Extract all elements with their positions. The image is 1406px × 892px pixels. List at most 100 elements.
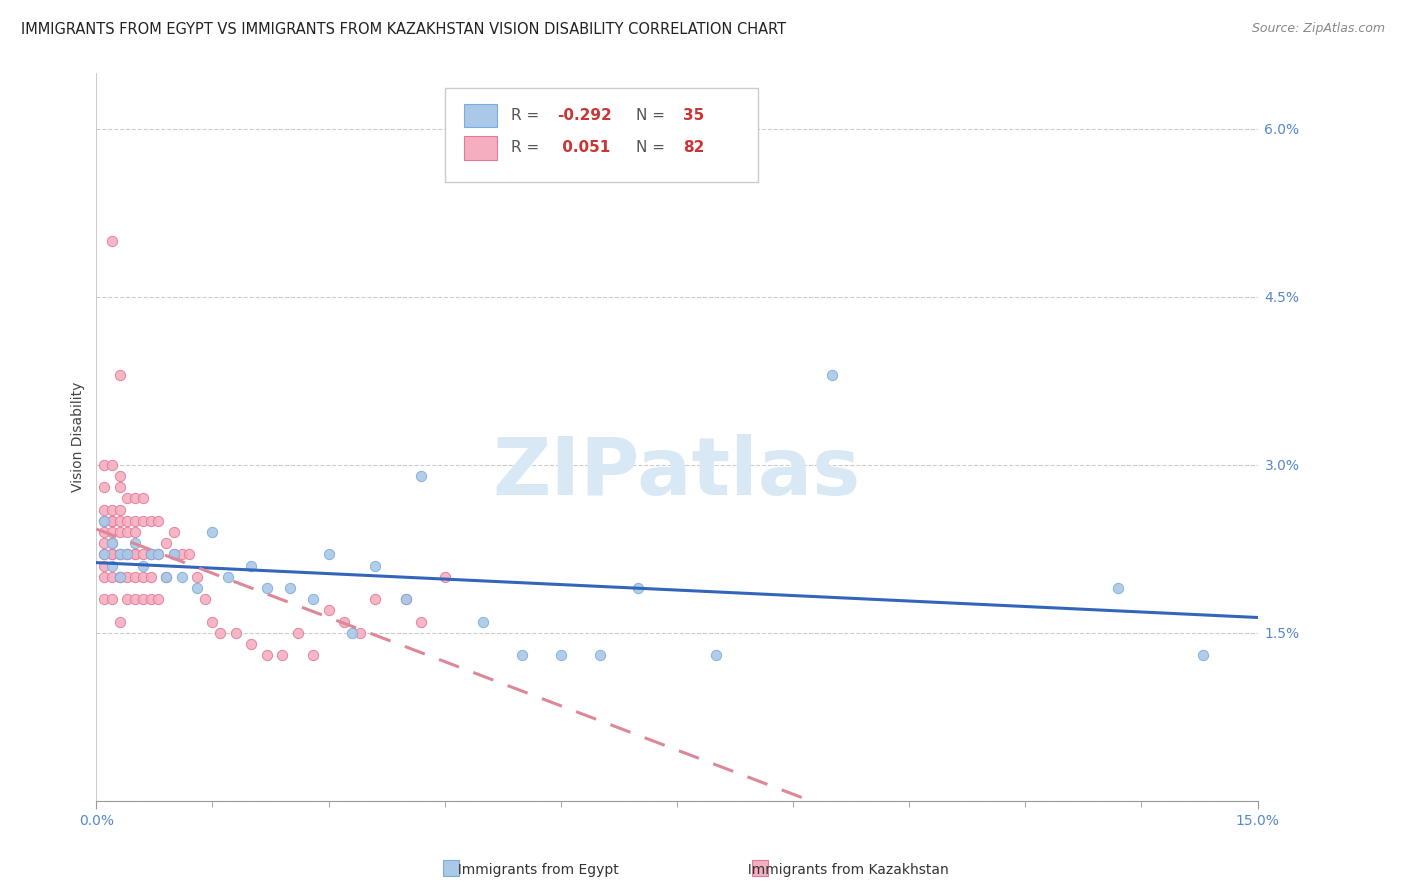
Point	[139, 548, 162, 562]
Point	[101, 592, 124, 607]
Text: Immigrants from Kazakhstan: Immigrants from Kazakhstan	[738, 863, 949, 877]
Point	[93, 524, 115, 539]
Point	[550, 648, 572, 663]
Text: ZIPatlas: ZIPatlas	[494, 434, 860, 512]
Point	[364, 558, 387, 573]
Point	[148, 514, 170, 528]
Point	[472, 615, 495, 629]
Point	[225, 625, 247, 640]
Point	[179, 548, 201, 562]
Point	[101, 548, 124, 562]
Point	[318, 603, 340, 617]
FancyBboxPatch shape	[464, 136, 496, 160]
Point	[93, 480, 115, 494]
Point	[101, 536, 124, 550]
Point	[132, 570, 155, 584]
Point	[93, 570, 115, 584]
Point	[108, 548, 131, 562]
FancyBboxPatch shape	[443, 860, 458, 876]
Point	[217, 570, 239, 584]
Point	[163, 548, 186, 562]
Point	[194, 592, 217, 607]
Point	[821, 368, 844, 383]
Point	[124, 548, 146, 562]
Point	[93, 502, 115, 516]
Point	[395, 592, 418, 607]
Text: 0.051: 0.051	[557, 140, 610, 155]
Point	[117, 524, 139, 539]
Point	[240, 558, 263, 573]
Point	[132, 514, 155, 528]
Point	[117, 592, 139, 607]
FancyBboxPatch shape	[752, 860, 768, 876]
Point	[163, 548, 186, 562]
Point	[124, 536, 146, 550]
Point	[186, 570, 208, 584]
Point	[395, 592, 418, 607]
Text: R =: R =	[510, 140, 538, 155]
Point	[117, 514, 139, 528]
Text: 35: 35	[683, 108, 704, 123]
Point	[124, 592, 146, 607]
Point	[139, 514, 162, 528]
Text: N =: N =	[637, 140, 665, 155]
Text: Source: ZipAtlas.com: Source: ZipAtlas.com	[1251, 22, 1385, 36]
Point	[93, 514, 115, 528]
Point	[101, 548, 124, 562]
Point	[108, 570, 131, 584]
Y-axis label: Vision Disability: Vision Disability	[72, 382, 86, 492]
Point	[101, 536, 124, 550]
Point	[124, 514, 146, 528]
Point	[256, 648, 278, 663]
Point	[1192, 648, 1215, 663]
Point	[108, 548, 131, 562]
Point	[340, 625, 363, 640]
Text: Immigrants from Egypt: Immigrants from Egypt	[450, 863, 619, 877]
Point	[117, 570, 139, 584]
Point	[101, 514, 124, 528]
Point	[163, 524, 186, 539]
Point	[108, 514, 131, 528]
Point	[209, 625, 232, 640]
Point	[627, 581, 650, 595]
Text: IMMIGRANTS FROM EGYPT VS IMMIGRANTS FROM KAZAKHSTAN VISION DISABILITY CORRELATIO: IMMIGRANTS FROM EGYPT VS IMMIGRANTS FROM…	[21, 22, 786, 37]
Point	[93, 548, 115, 562]
Point	[411, 615, 433, 629]
Point	[124, 548, 146, 562]
Point	[124, 524, 146, 539]
Point	[148, 548, 170, 562]
Point	[170, 548, 193, 562]
Point	[101, 234, 124, 248]
Point	[704, 648, 727, 663]
Point	[124, 491, 146, 506]
Point	[108, 469, 131, 483]
Point	[101, 570, 124, 584]
Point	[139, 548, 162, 562]
Text: N =: N =	[637, 108, 665, 123]
Point	[132, 491, 155, 506]
Point	[186, 581, 208, 595]
Point	[155, 536, 177, 550]
Point	[132, 548, 155, 562]
Point	[117, 491, 139, 506]
Point	[139, 592, 162, 607]
Point	[155, 570, 177, 584]
Point	[433, 570, 456, 584]
Point	[333, 615, 356, 629]
Point	[302, 592, 325, 607]
Point	[101, 558, 124, 573]
Point	[201, 524, 224, 539]
Point	[124, 570, 146, 584]
Point	[93, 592, 115, 607]
Point	[510, 648, 533, 663]
Point	[108, 570, 131, 584]
Point	[256, 581, 278, 595]
Point	[101, 514, 124, 528]
Point	[364, 592, 387, 607]
Point	[101, 502, 124, 516]
Point	[155, 570, 177, 584]
Point	[278, 581, 301, 595]
Point	[117, 548, 139, 562]
Point	[302, 648, 325, 663]
Point	[93, 514, 115, 528]
